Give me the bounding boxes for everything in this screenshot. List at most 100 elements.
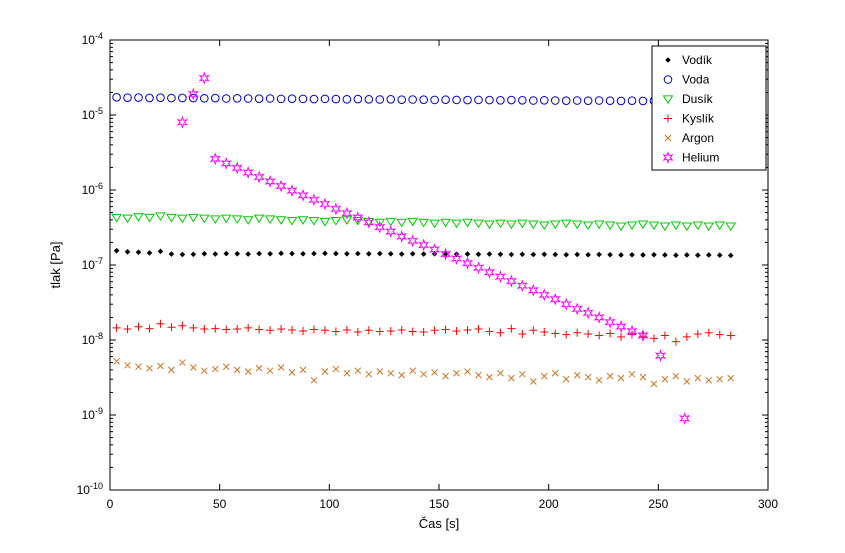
triangle-down-marker [198,214,210,224]
x-marker [200,367,208,375]
x-marker [464,368,471,375]
triangle-down-marker [242,216,254,225]
circle-marker [441,95,450,104]
legend-item-helium: Helium [662,151,719,165]
diamond-marker [519,251,526,258]
triangle-down-marker [418,218,430,228]
hexagram-marker [407,234,419,248]
hexagram-marker [418,238,430,252]
x-marker [288,369,296,376]
diamond-marker [322,250,328,257]
triangle-down-marker [440,218,451,228]
legend-item-argon: Argon [664,131,714,145]
circle-marker [408,95,417,104]
hexagram-marker [363,215,375,229]
triangle-down-marker [659,222,671,232]
x-marker [650,380,658,388]
hexagram-marker [637,328,649,342]
x-marker [716,375,724,383]
circle-marker [276,94,286,104]
hexagram-marker [286,184,298,198]
diamond-marker [387,251,394,257]
legend-item-voda: Voda [663,73,710,87]
series-vodik [113,247,734,259]
diamond-marker [179,251,186,258]
circle-marker [112,93,121,102]
x-marker [562,375,570,383]
circle-marker [518,96,527,105]
triangle-down-marker [253,214,265,224]
plus-marker [167,323,176,332]
x-marker [475,371,482,379]
circle-marker [156,93,165,103]
hexagram-marker [604,315,616,329]
triangle-down-marker [505,220,517,230]
x-marker [113,357,120,365]
hexagram-marker [220,156,232,170]
circle-marker [145,93,154,103]
diamond-marker [705,252,712,258]
triangle-down-marker [516,219,528,229]
x-marker [398,371,406,379]
diamond-marker [223,250,230,257]
plus-marker [430,326,439,335]
circle-marker [221,94,231,103]
triangle-down-marker [231,215,243,225]
x-tick-label: 100 [319,497,339,511]
diamond-marker [245,251,251,257]
hexagram-marker [308,193,320,207]
circle-marker [529,96,538,105]
hexagram-marker [176,115,189,129]
hexagram-marker [483,265,496,279]
diamond-marker [662,252,668,258]
x-marker [321,368,329,375]
diamond-marker [442,251,449,257]
circle-marker [265,94,275,103]
hexagram-marker [615,320,627,334]
x-marker [179,359,186,366]
triangle-down-marker [495,219,506,229]
plus-marker [660,331,669,340]
x-marker [354,367,362,375]
hexagram-marker [253,170,265,184]
x-marker [168,366,175,374]
plus-marker [573,328,582,337]
hexagram-marker [198,71,210,85]
plus-marker [507,324,516,333]
x-tick-label: 300 [758,497,778,511]
diamond-marker [168,251,175,257]
triangle-down-marker [385,217,397,227]
x-marker [365,370,373,378]
plus-marker [386,326,395,335]
plus-marker [266,326,275,335]
x-axis-ticks [109,40,769,490]
diamond-marker [596,251,602,258]
hexagram-marker [275,179,287,193]
triangle-down-marker [133,213,144,222]
circle-marker [496,96,505,105]
triangle-down-marker [286,217,298,226]
triangle-down-marker [681,222,693,232]
y-tick-label: 10-4 [82,31,103,47]
diamond-marker [640,252,646,258]
plus-marker [452,326,461,335]
x-marker [376,368,384,375]
legend-item-dusik: Dusík [662,92,714,106]
plus-marker [200,325,209,334]
triangle-down-marker [615,222,627,232]
plus-marker [671,337,680,346]
y-axis-label: tlak [Pa] [48,242,63,289]
circle-marker [167,93,176,103]
circle-marker [430,95,439,105]
plus-marker [682,332,691,341]
diamond-marker [651,251,657,258]
diamond-marker [530,251,537,258]
circle-marker [123,93,132,103]
diamond-marker [333,250,339,257]
triangle-down-marker [473,219,484,229]
hexagram-marker [494,270,507,284]
diamond-marker [256,250,262,257]
triangle-down-marker [319,217,331,227]
circle-marker [638,96,648,106]
plus-marker [540,327,549,336]
